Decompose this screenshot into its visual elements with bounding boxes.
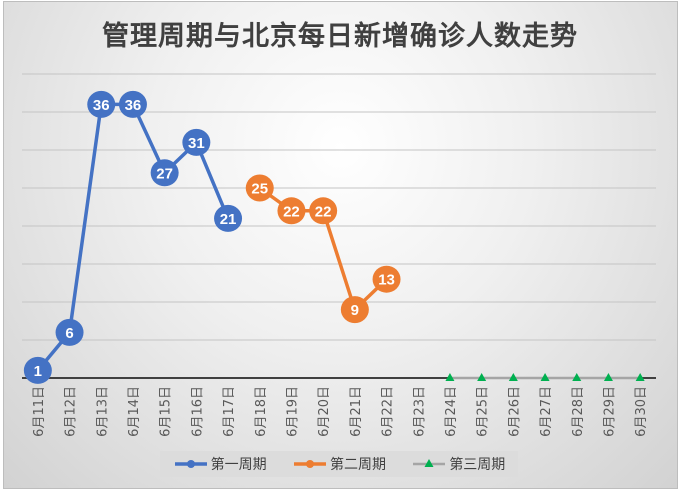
data-point: [118, 90, 147, 118]
legend-label: 第三周期: [449, 457, 506, 473]
data-point: [150, 159, 179, 187]
series-1: 1 6 36 36 27 31 21: [23, 90, 243, 384]
x-tick-label: 6月19日: [285, 386, 300, 437]
x-tick-label: 6月21日: [349, 386, 364, 437]
data-point: [182, 128, 211, 156]
legend-marker-icon: [293, 460, 326, 468]
legend-marker-icon: [413, 459, 446, 467]
legend: 第一周期 第二周期 第三周期: [160, 451, 518, 477]
x-tick-label: 6月28日: [571, 386, 586, 437]
x-tick-label: 6月14日: [127, 386, 142, 437]
data-label: 13: [378, 272, 395, 289]
data-point: [245, 174, 274, 202]
data-point: [372, 265, 401, 293]
data-label: 22: [283, 203, 300, 220]
x-tick-label: 6月22日: [381, 386, 396, 437]
data-point: [23, 356, 52, 384]
x-tick-label: 6月23日: [412, 386, 427, 437]
data-label: 6: [65, 325, 73, 342]
data-label: 27: [156, 165, 173, 182]
chart-title: 管理周期与北京每日新增确诊人数走势: [102, 21, 578, 52]
x-tick-label: 6月20日: [317, 386, 332, 437]
data-label: 1: [34, 363, 42, 380]
data-point: [277, 197, 306, 225]
data-label: 25: [251, 181, 268, 198]
data-point: [87, 90, 116, 118]
x-tick-label: 6月26日: [507, 386, 522, 437]
data-point: [214, 204, 243, 232]
x-tick-label: 6月30日: [634, 386, 649, 437]
x-tick-label: 6月24日: [444, 386, 459, 437]
data-point: [508, 373, 518, 381]
data-label: 22: [315, 203, 332, 220]
data-point: [572, 373, 582, 381]
legend-marker-icon: [174, 460, 207, 468]
x-tick-label: 6月27日: [539, 386, 554, 437]
legend-label: 第二周期: [329, 457, 386, 473]
series-3: [445, 373, 645, 381]
data-point: [340, 296, 369, 324]
series-2: 25 22 22 9 13: [245, 174, 401, 324]
legend-item-3: 第三周期: [411, 454, 505, 474]
data-label: 31: [188, 135, 205, 152]
data-point: [540, 373, 550, 381]
data-point: [309, 197, 338, 225]
x-tick-label: 6月17日: [222, 386, 237, 437]
legend-label: 第一周期: [210, 457, 267, 473]
data-point: [55, 318, 84, 346]
x-tick-label: 6月11日: [32, 386, 47, 437]
x-tick-label: 6月15日: [159, 386, 174, 437]
data-label: 21: [220, 211, 237, 228]
data-label: 36: [125, 97, 142, 114]
x-tick-label: 6月18日: [254, 386, 269, 437]
legend-item-1: 第一周期: [173, 454, 267, 474]
data-point: [477, 373, 487, 381]
chart-area: [3, 1, 678, 489]
data-point: [635, 373, 645, 381]
x-tick-label: 6月12日: [64, 386, 79, 437]
data-label: 9: [351, 302, 359, 319]
data-point: [445, 373, 455, 381]
x-tick-label: 6月16日: [190, 386, 205, 437]
legend-item-2: 第二周期: [292, 454, 386, 474]
x-tick-label: 6月29日: [602, 386, 617, 437]
x-tick-label: 6月25日: [476, 386, 491, 437]
data-label: 36: [93, 97, 110, 114]
data-point: [603, 373, 613, 381]
x-tick-label: 6月13日: [95, 386, 110, 437]
